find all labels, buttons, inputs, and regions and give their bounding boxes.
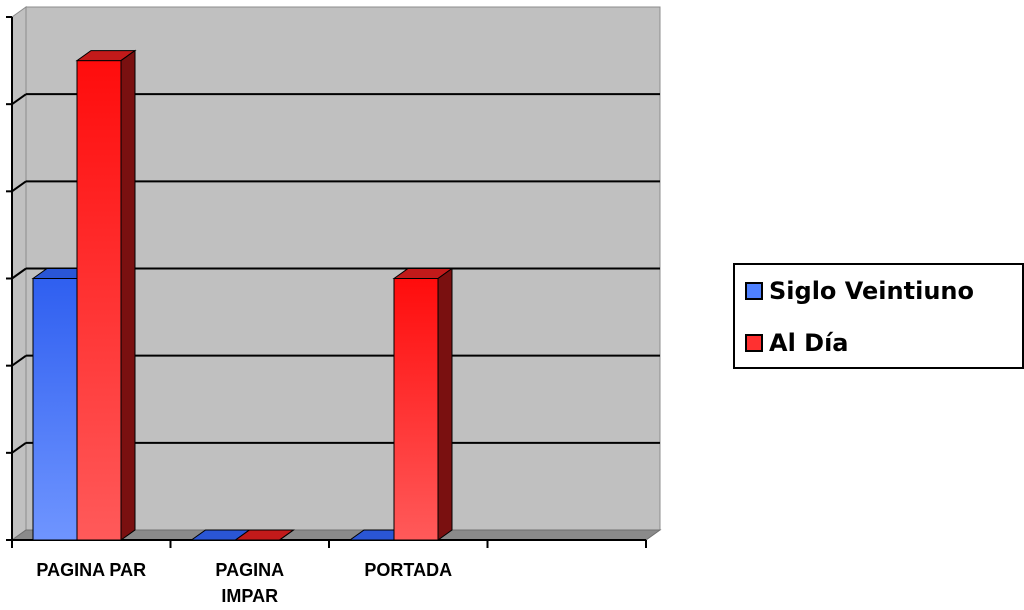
- bar-side: [279, 529, 294, 541]
- bar-front: [393, 278, 439, 541]
- legend-item-siglo-veintiuno: Siglo Veintiuno: [745, 277, 974, 305]
- x-tick-label: IMPAR: [221, 586, 278, 606]
- bar-side: [437, 267, 453, 541]
- category-labels: PAGINA PAR PAGINA IMPAR PORTADA: [36, 560, 452, 606]
- legend-swatch-blue: [745, 282, 763, 300]
- bar-al-dia-0: [75, 49, 137, 541]
- bar-siglo-veintiuno-1: [189, 529, 252, 541]
- grid-line-side: [11, 180, 27, 193]
- legend-label: Siglo Veintiuno: [769, 277, 974, 305]
- x-tick-label: PAGINA: [215, 560, 284, 580]
- bars: [31, 49, 454, 541]
- grid-line-side: [11, 267, 27, 280]
- legend: Siglo Veintiuno Al Día: [733, 263, 1024, 369]
- grid-line-side: [11, 442, 27, 454]
- bar-al-dia-1: [233, 529, 296, 541]
- bar-front: [32, 278, 78, 541]
- grid-line-side: [11, 93, 27, 105]
- legend-item-al-dia: Al Día: [745, 329, 849, 357]
- bar-al-dia-2: [392, 267, 454, 541]
- x-tick-label: PORTADA: [364, 560, 452, 580]
- legend-label: Al Día: [769, 329, 849, 357]
- grid-line-side: [11, 354, 27, 367]
- bar-side: [120, 49, 136, 541]
- x-tick-label: PAGINA PAR: [36, 560, 146, 580]
- legend-swatch-red: [745, 334, 763, 352]
- bar-front: [76, 60, 122, 541]
